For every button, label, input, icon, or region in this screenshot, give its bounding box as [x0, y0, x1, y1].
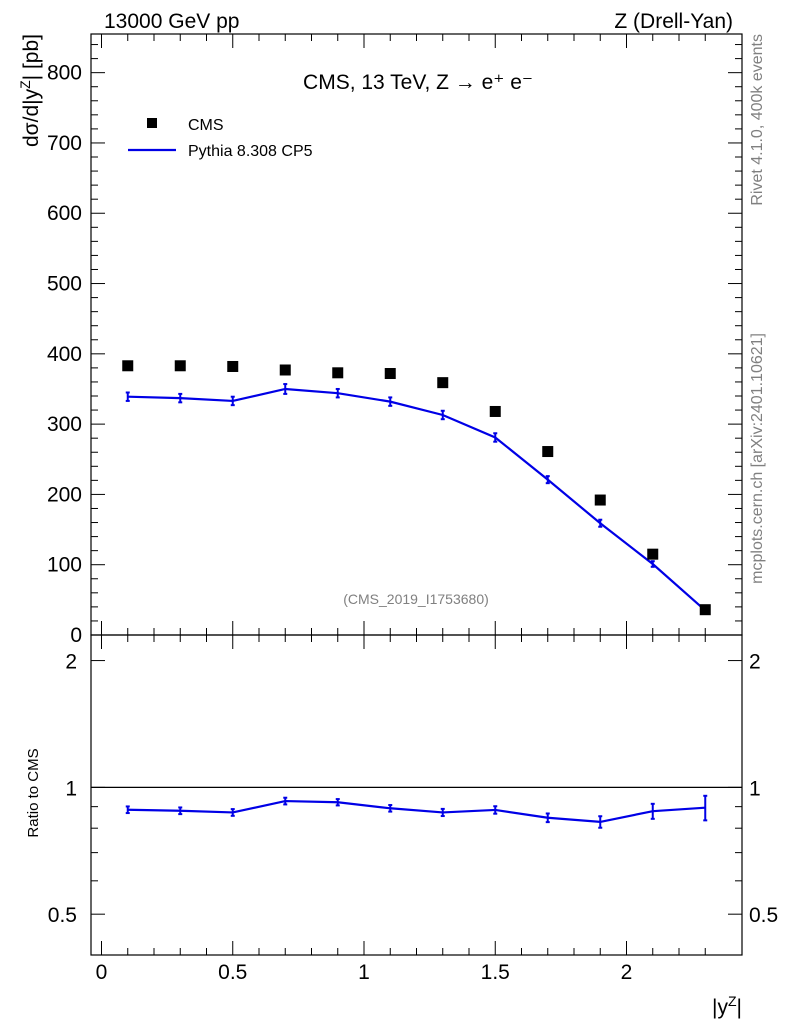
main-x-ticks — [101, 34, 706, 635]
cms-data-point — [122, 360, 134, 372]
cms-data-point — [699, 604, 711, 616]
ratio-y-tick-label: 0.5 — [48, 904, 77, 927]
rivet-version-label: Rivet 4.1.0, 400k events — [749, 34, 766, 206]
ratio-y-ticks: 0.5 0.5 1 1 2 2 — [48, 651, 778, 928]
main-y-tick-label: 300 — [47, 413, 82, 436]
cms-data-point — [437, 377, 449, 389]
analysis-id-label: (CMS_2019_I1753680) — [343, 591, 489, 607]
ratio-y-axis-label: Ratio to CMS — [25, 748, 42, 837]
cms-data-point — [332, 367, 344, 379]
ratio-y-tick-label: 2 — [65, 651, 77, 674]
legend-data-marker — [147, 118, 157, 128]
ratio-y-tick-label-right: 2 — [749, 651, 761, 674]
main-y-tick-label: 600 — [47, 202, 82, 225]
cms-data-point — [174, 360, 186, 372]
ratio-plot-area — [91, 786, 742, 829]
ratio-x-tick-label: 2 — [621, 961, 633, 984]
main-y-tick-label: 100 — [47, 554, 82, 577]
ratio-x-tick-label: 0 — [96, 961, 108, 984]
ratio-frame — [90, 634, 743, 956]
legend: CMS Pythia 8.308 CP5 — [128, 117, 313, 160]
ratio-panel: 0.5 0.5 1 1 2 2 0 0.5 1 1.5 2 Ratio to CMS |yZ| — [25, 634, 778, 1019]
main-y-tick-label: 400 — [47, 343, 82, 366]
legend-mc-label: Pythia 8.308 CP5 — [188, 143, 313, 160]
ratio-y-tick-label-right: 1 — [749, 777, 761, 800]
ratio-x-tick-label: 1.5 — [481, 961, 510, 984]
main-y-axis-label: dσ/d|yZ| [pb] — [17, 34, 43, 147]
main-plot-area — [122, 360, 711, 616]
main-y-tick-label: 0 — [70, 624, 82, 647]
cms-data-point — [542, 446, 554, 458]
main-y-tick-label: 700 — [47, 132, 82, 155]
main-y-tick-label: 200 — [47, 483, 82, 506]
main-y-ticks: 0 100 200 300 400 500 600 700 800 — [47, 44, 742, 647]
main-y-tick-label: 500 — [47, 273, 82, 296]
ratio-x-tick-label: 0.5 — [218, 961, 247, 984]
cms-data-point — [279, 364, 291, 376]
ratio-x-axis-label: |yZ| — [712, 993, 742, 1019]
ratio-curve — [127, 799, 706, 824]
ratio-x-ticks: 0 0.5 1 1.5 2 — [96, 635, 706, 984]
header-left-label: 13000 GeV pp — [104, 10, 239, 33]
ratio-x-tick-label: 1 — [358, 961, 370, 984]
cms-data-point — [489, 405, 501, 417]
legend-data-label: CMS — [188, 117, 224, 134]
cms-data-point — [384, 368, 396, 380]
cms-data-point — [227, 360, 239, 372]
main-y-tick-label: 800 — [47, 62, 82, 85]
cms-data-point — [594, 494, 606, 506]
cms-data-point — [647, 548, 659, 560]
plot-title: CMS, 13 TeV, Z → e⁺ e⁻ — [303, 71, 533, 94]
ratio-y-tick-label-right: 0.5 — [749, 904, 778, 927]
header-right-label: Z (Drell-Yan) — [614, 10, 733, 33]
mc-curve — [127, 387, 706, 612]
mcplots-label: mcplots.cern.ch [arXiv:2401.10621] — [749, 333, 766, 584]
ratio-y-tick-label: 1 — [65, 777, 77, 800]
